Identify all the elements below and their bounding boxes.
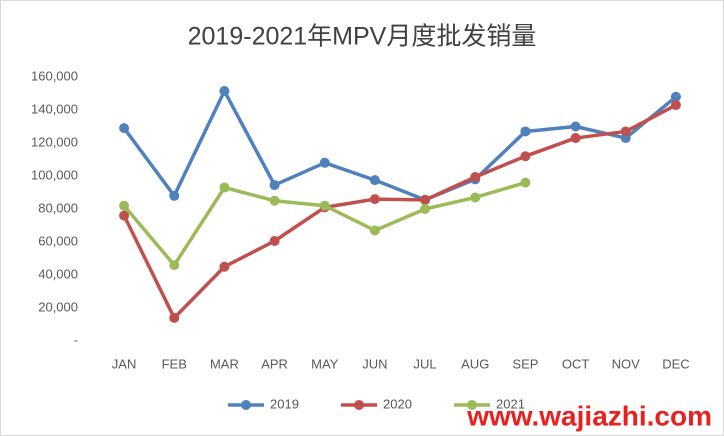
data-point xyxy=(470,171,481,182)
data-point xyxy=(119,210,130,221)
y-tick-label: 20,000 xyxy=(38,299,78,314)
x-tick-label: SEP xyxy=(512,356,538,371)
y-tick-label: 140,000 xyxy=(31,101,78,116)
x-tick-label: NOV xyxy=(612,356,641,371)
data-point xyxy=(520,151,531,162)
x-tick-label: JUL xyxy=(414,356,437,371)
x-tick-label: DEC xyxy=(662,356,689,371)
x-tick-label: FEB xyxy=(162,356,187,371)
x-tick-label: OCT xyxy=(562,356,590,371)
chart-title: 2019-2021年MPV月度批发销量 xyxy=(188,23,537,51)
x-tick-label: AUG xyxy=(461,356,489,371)
legend-marker xyxy=(467,400,477,410)
legend-label: 2021 xyxy=(496,396,525,411)
y-tick-label: 100,000 xyxy=(31,167,78,182)
x-tick-label: MAR xyxy=(210,356,239,371)
legend-marker xyxy=(354,400,364,410)
x-tick-label: JAN xyxy=(112,356,137,371)
x-tick-label: MAY xyxy=(311,356,339,371)
y-tick-label: - xyxy=(74,332,78,347)
data-point xyxy=(420,204,431,214)
watermark: www.wajiazhi.com xyxy=(466,400,712,431)
data-point xyxy=(470,192,481,203)
legend-label: 2019 xyxy=(270,396,299,411)
y-tick-label: 160,000 xyxy=(31,68,78,83)
data-point xyxy=(219,261,230,272)
data-point xyxy=(169,260,180,271)
data-point xyxy=(269,195,280,206)
data-point xyxy=(219,86,230,97)
data-point xyxy=(670,91,681,102)
data-point xyxy=(620,126,631,137)
y-tick-label: 60,000 xyxy=(38,233,78,248)
data-point xyxy=(520,126,531,137)
series-line xyxy=(122,89,678,202)
data-point xyxy=(319,200,330,211)
y-tick-label: 80,000 xyxy=(38,200,78,215)
data-point xyxy=(670,100,681,111)
legend-marker xyxy=(241,400,251,410)
legend-label: 2020 xyxy=(383,396,412,411)
x-tick-label: JUN xyxy=(362,356,387,371)
data-point xyxy=(119,123,130,134)
data-point xyxy=(369,194,380,205)
y-tick-label: 120,000 xyxy=(31,134,78,149)
data-point xyxy=(269,180,280,191)
data-point xyxy=(319,157,330,168)
data-point xyxy=(269,236,280,247)
series-line xyxy=(122,103,677,320)
data-point xyxy=(570,133,581,144)
data-point xyxy=(169,312,180,323)
data-point xyxy=(420,194,431,205)
x-tick-label: APR xyxy=(261,356,288,371)
y-tick-label: 40,000 xyxy=(38,266,78,281)
data-point xyxy=(169,190,180,201)
data-point xyxy=(520,177,531,188)
data-point xyxy=(369,175,380,186)
data-point xyxy=(219,182,230,193)
data-point xyxy=(369,225,380,236)
data-point xyxy=(119,200,130,211)
data-point xyxy=(570,121,581,132)
